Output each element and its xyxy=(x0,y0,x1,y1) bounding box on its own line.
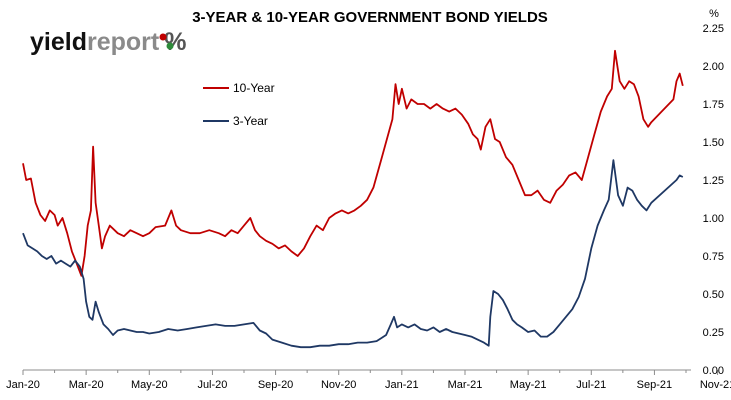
y-axis-unit-label: % xyxy=(709,8,719,20)
x-tick-label: Sep-21 xyxy=(637,379,672,391)
x-tick-label: Jul-21 xyxy=(576,379,606,391)
x-tick-label: Mar-20 xyxy=(69,379,104,391)
x-tick-label: May-21 xyxy=(510,379,547,391)
series-layer xyxy=(22,49,684,349)
y-tick-label: 0.00 xyxy=(703,365,724,377)
svg-text:yieldreport%: yieldreport% xyxy=(30,28,186,56)
x-tick-label: Nov-21 xyxy=(700,379,731,391)
chart-title: 3-YEAR & 10-YEAR GOVERNMENT BOND YIELDS xyxy=(192,9,548,26)
logo-percent-text: % xyxy=(164,28,186,56)
logo-yield-text: yield xyxy=(30,28,87,56)
chart-legend: 10-Year 3-Year xyxy=(203,81,275,128)
y-tick-label: 1.00 xyxy=(703,213,724,225)
series-line-3-year xyxy=(22,159,684,349)
legend-label-3-year: 3-Year xyxy=(233,114,268,128)
x-tick-label: May-20 xyxy=(131,379,168,391)
y-tick-label: 0.75 xyxy=(703,251,724,263)
y-tick-label: 0.25 xyxy=(703,327,724,339)
logo-green-dot xyxy=(166,42,174,50)
yieldreport-logo: yieldreport% xyxy=(30,28,186,56)
y-tick-label: 2.25 xyxy=(703,23,724,35)
y-tick-label: 2.00 xyxy=(703,61,724,73)
series-line-10-year xyxy=(22,49,684,277)
legend-label-10-year: 10-Year xyxy=(233,81,275,95)
logo-red-dot xyxy=(159,33,167,41)
x-tick-label: Sep-20 xyxy=(258,379,293,391)
x-tick-label: Nov-20 xyxy=(321,379,356,391)
x-tick-label: Jul-20 xyxy=(197,379,227,391)
y-tick-label: 1.50 xyxy=(703,137,724,149)
y-tick-label: 1.25 xyxy=(703,175,724,187)
chart-axes: Jan-20 Mar-20 May-20 Jul-20 Sep-20 Nov-20 Jan-… xyxy=(6,23,731,391)
x-tick-label: Mar-21 xyxy=(448,379,483,391)
y-tick-label: 1.75 xyxy=(703,99,724,111)
y-tick-label: 0.50 xyxy=(703,289,724,301)
x-tick-label: Jan-20 xyxy=(6,379,40,391)
logo-report-text: report xyxy=(87,28,160,56)
x-tick-label: Jan-21 xyxy=(385,379,419,391)
